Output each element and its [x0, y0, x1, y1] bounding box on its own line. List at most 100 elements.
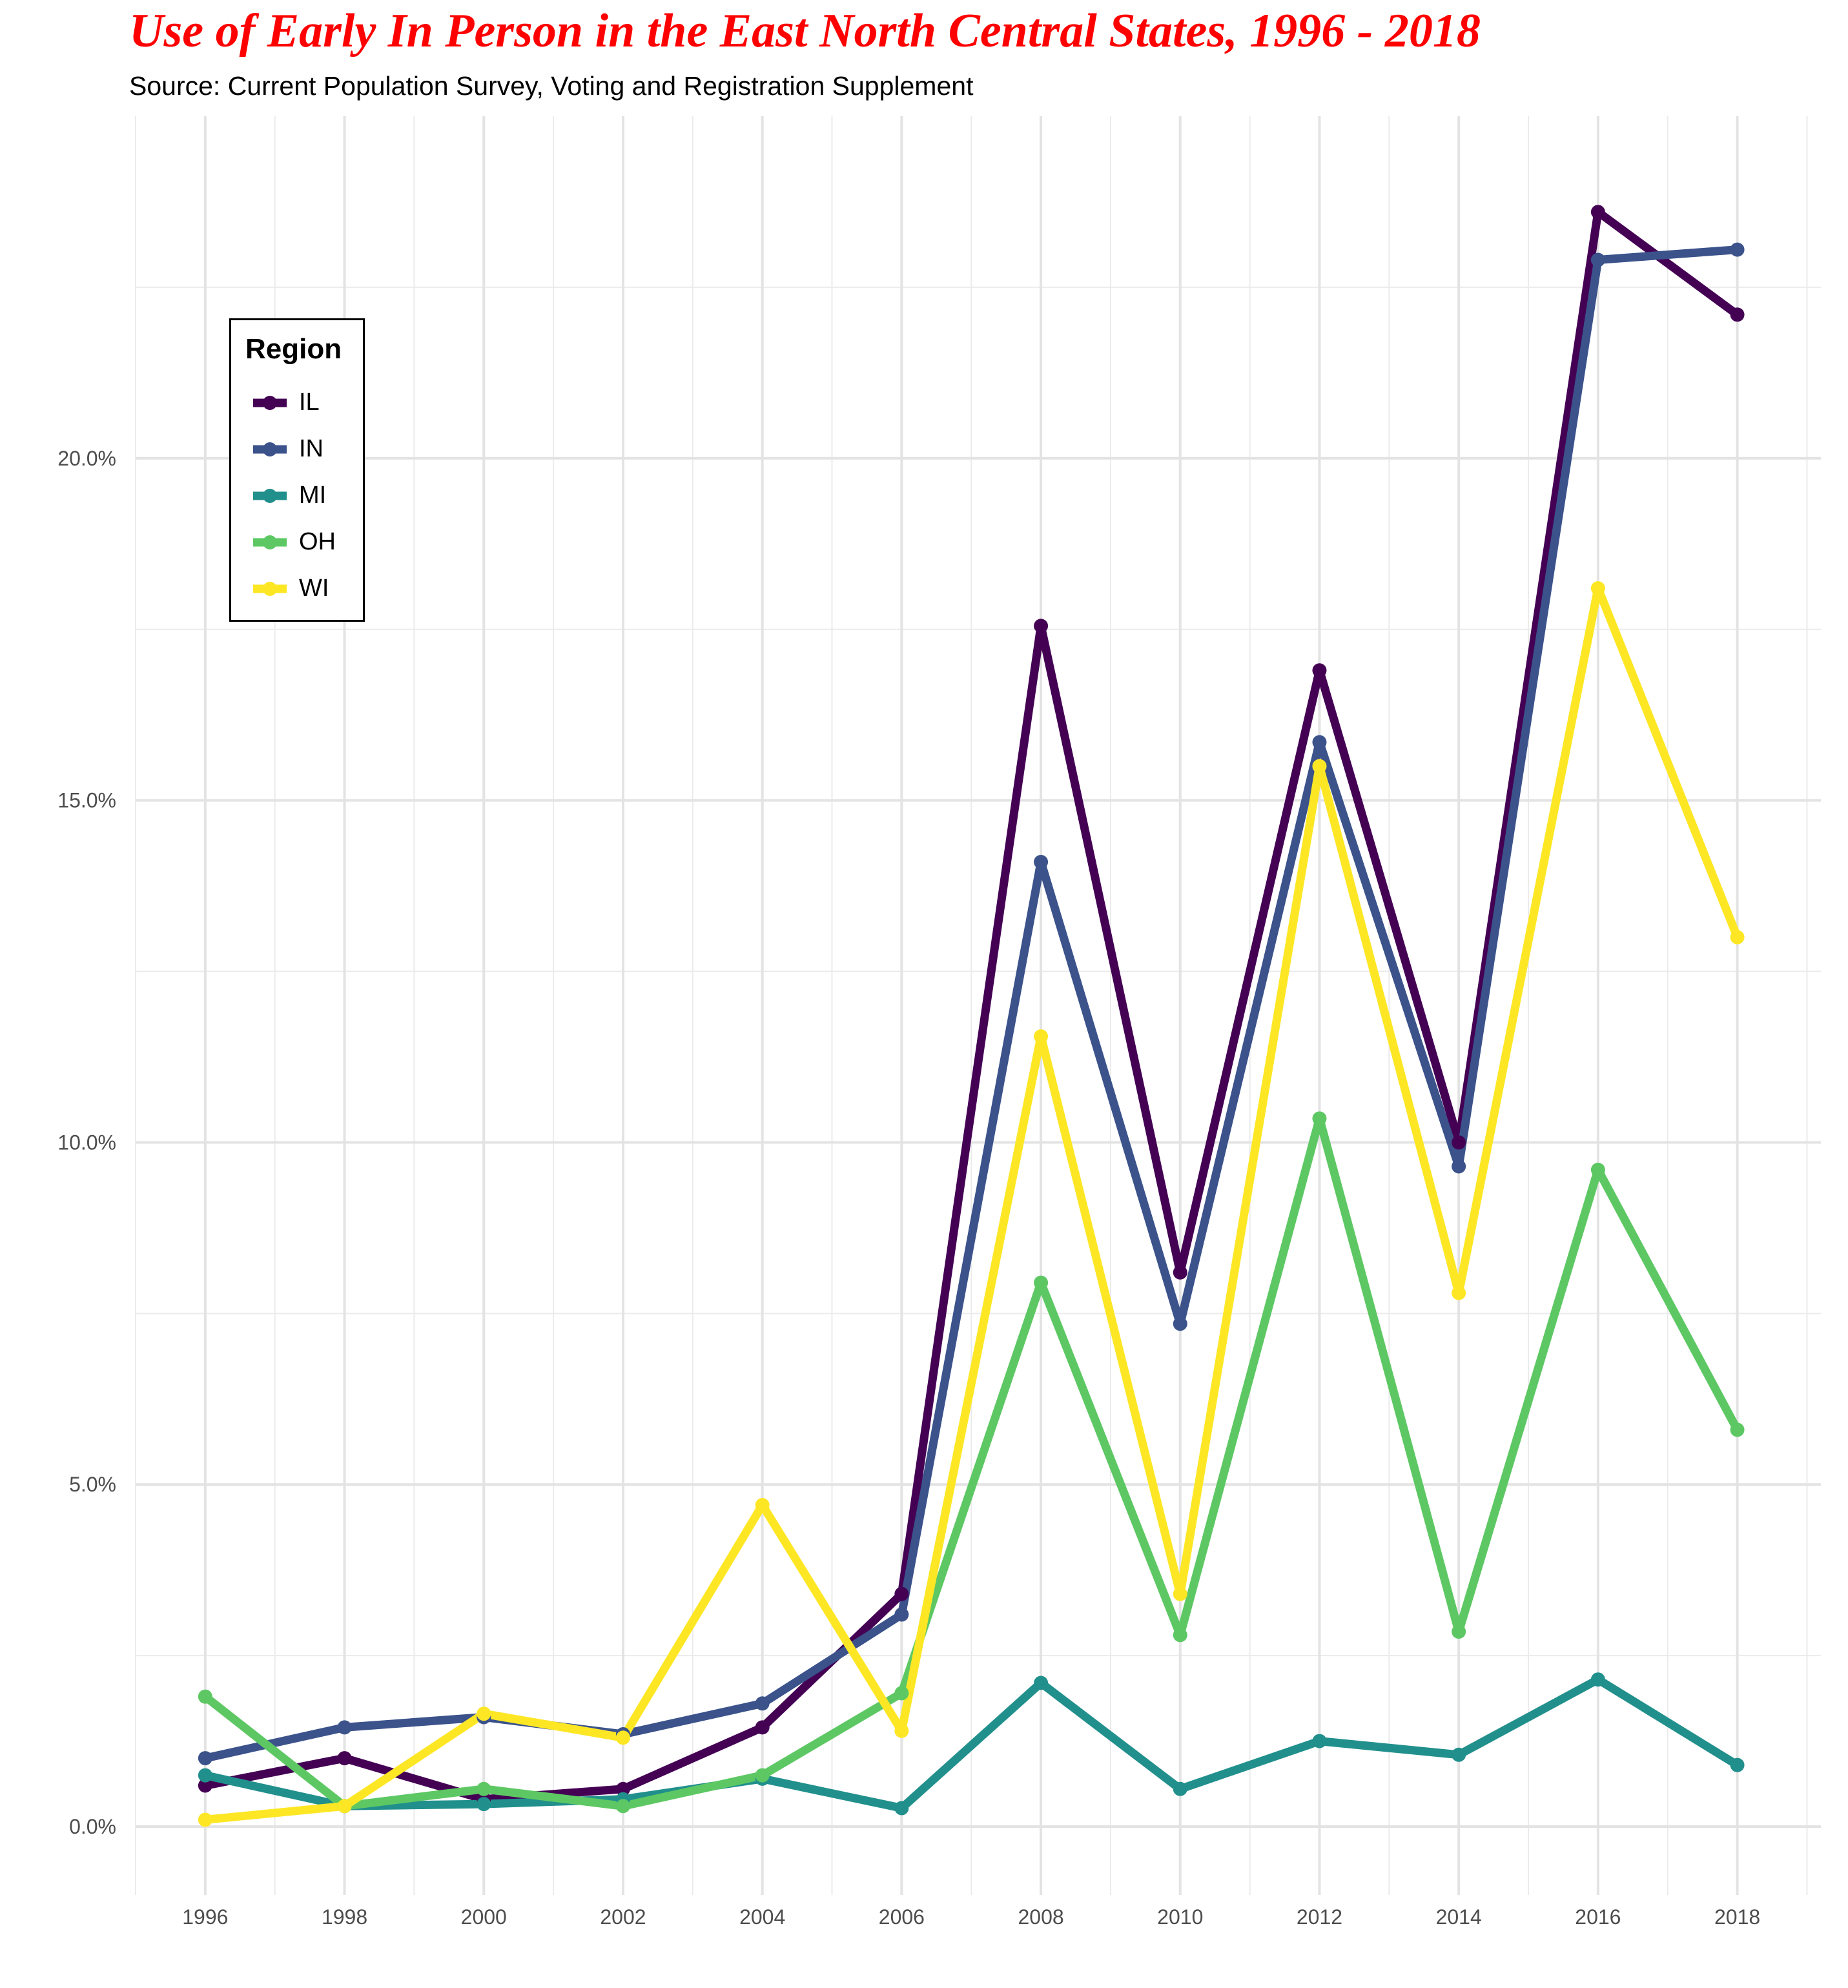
data-point-in-2006: [894, 1607, 909, 1622]
legend-key-point: [263, 442, 277, 456]
data-point-mi-2000: [477, 1797, 491, 1812]
data-point-wi-2012: [1312, 759, 1327, 774]
data-point-wi-2004: [755, 1498, 770, 1513]
data-point-il-1996: [198, 1778, 212, 1793]
data-point-oh-2010: [1173, 1628, 1187, 1643]
legend-label-mi: MI: [299, 482, 327, 509]
x-tick-label: 2000: [461, 1905, 507, 1929]
series-lines: [202, 207, 1741, 1824]
legend-key-point: [263, 396, 277, 410]
series-line-in: [204, 245, 1738, 1763]
minor-gridlines: [135, 116, 1821, 1895]
x-axis-tick-labels: 1996 1998 2000 2002 2004 2006 2008 2010 2012 2014…: [182, 1905, 1760, 1929]
data-point-mi-2018: [1730, 1757, 1745, 1772]
x-tick-label: 1998: [322, 1905, 367, 1929]
y-tick-label: 5.0%: [69, 1473, 116, 1496]
x-tick-label: 2008: [1018, 1905, 1063, 1929]
data-point-wi-2016: [1590, 581, 1605, 596]
data-point-wi-2014: [1452, 1286, 1466, 1300]
chart-title: Use of Early In Person in the East North…: [129, 5, 1481, 57]
legend-item-il: IL: [251, 384, 360, 422]
data-point-in-2004: [755, 1696, 770, 1711]
x-tick-label: 2018: [1714, 1905, 1760, 1929]
y-axis-tick-labels: 0.0% 5.0% 10.0% 15.0% 20.0%: [57, 447, 116, 1838]
x-tick-label: 2002: [600, 1905, 646, 1929]
data-point-oh-2008: [1034, 1275, 1049, 1290]
data-point-wi-2006: [894, 1723, 909, 1738]
series-points: [198, 205, 1745, 1827]
data-point-in-1996: [198, 1751, 212, 1766]
major-gridlines: [136, 116, 1821, 1895]
legend-label-in: IN: [299, 435, 323, 462]
series-line-mi: [204, 1675, 1740, 1812]
chart-subtitle: Source: Current Population Survey, Votin…: [129, 71, 974, 101]
data-point-in-2014: [1452, 1159, 1466, 1174]
legend-item-in: IN: [251, 430, 360, 469]
legend-item-oh: OH: [251, 523, 360, 562]
x-tick-label: 2012: [1297, 1905, 1342, 1929]
data-point-il-2016: [1590, 205, 1605, 220]
legend-label-oh: OH: [299, 528, 336, 555]
data-point-oh-2016: [1590, 1162, 1605, 1177]
data-point-wi-1998: [337, 1799, 352, 1814]
series-line-oh: [202, 1114, 1741, 1810]
data-point-il-2002: [615, 1781, 630, 1796]
legend-key-oh: [253, 535, 287, 549]
data-point-il-2018: [1730, 307, 1745, 322]
data-point-oh-2006: [894, 1686, 909, 1701]
y-tick-label: 10.0%: [57, 1131, 116, 1154]
data-point-in-2008: [1034, 854, 1049, 869]
data-point-oh-2000: [477, 1781, 491, 1796]
legend-key-il: [253, 396, 287, 410]
legend-key-point: [263, 535, 277, 549]
legend: Region IL IN MI OH WI: [229, 318, 365, 622]
data-point-mi-2012: [1312, 1734, 1327, 1748]
legend-key-point: [263, 489, 277, 503]
legend-label-il: IL: [299, 389, 320, 416]
legend-key-wi: [253, 582, 287, 596]
data-point-wi-2010: [1173, 1586, 1187, 1601]
data-point-mi-2014: [1452, 1747, 1466, 1762]
x-tick-label: 2004: [739, 1905, 785, 1929]
data-point-il-2014: [1452, 1135, 1466, 1150]
legend-key-point: [263, 582, 277, 596]
data-point-wi-2000: [477, 1706, 491, 1721]
data-point-oh-2004: [755, 1768, 770, 1783]
data-point-mi-2008: [1034, 1675, 1049, 1690]
data-point-oh-1996: [198, 1689, 212, 1704]
data-point-mi-1996: [198, 1768, 212, 1783]
data-point-il-2010: [1173, 1265, 1187, 1280]
legend-label-wi: WI: [299, 575, 329, 602]
data-point-il-2012: [1312, 663, 1327, 678]
data-point-oh-2002: [615, 1799, 630, 1814]
x-tick-label: 2010: [1157, 1905, 1203, 1929]
data-point-il-2006: [894, 1586, 909, 1601]
legend-key-mi: [253, 489, 287, 503]
data-point-il-2004: [755, 1720, 770, 1735]
legend-title: Region: [245, 333, 342, 365]
data-point-il-2008: [1034, 619, 1049, 633]
data-point-mi-2016: [1590, 1672, 1605, 1687]
data-point-wi-2002: [615, 1730, 630, 1745]
series-line-wi: [205, 584, 1741, 1824]
x-tick-label: 2006: [879, 1905, 925, 1929]
x-tick-label: 2016: [1575, 1905, 1621, 1929]
data-point-il-1998: [337, 1751, 352, 1766]
x-tick-label: 2014: [1436, 1905, 1482, 1929]
y-tick-label: 15.0%: [57, 789, 116, 812]
y-tick-label: 0.0%: [69, 1815, 116, 1838]
data-point-wi-1996: [198, 1812, 212, 1827]
data-point-in-1998: [337, 1720, 352, 1735]
data-point-in-2016: [1590, 252, 1605, 267]
data-point-mi-2006: [894, 1801, 909, 1816]
data-point-in-2018: [1730, 242, 1745, 257]
data-point-wi-2008: [1034, 1029, 1049, 1044]
data-point-wi-2018: [1730, 930, 1745, 945]
data-point-oh-2012: [1312, 1111, 1327, 1126]
legend-key-in: [253, 442, 287, 456]
y-tick-label: 20.0%: [57, 447, 116, 470]
data-point-mi-2010: [1173, 1781, 1187, 1796]
data-point-oh-2014: [1452, 1624, 1466, 1639]
data-point-in-2012: [1312, 735, 1327, 750]
x-tick-label: 1996: [182, 1905, 228, 1929]
